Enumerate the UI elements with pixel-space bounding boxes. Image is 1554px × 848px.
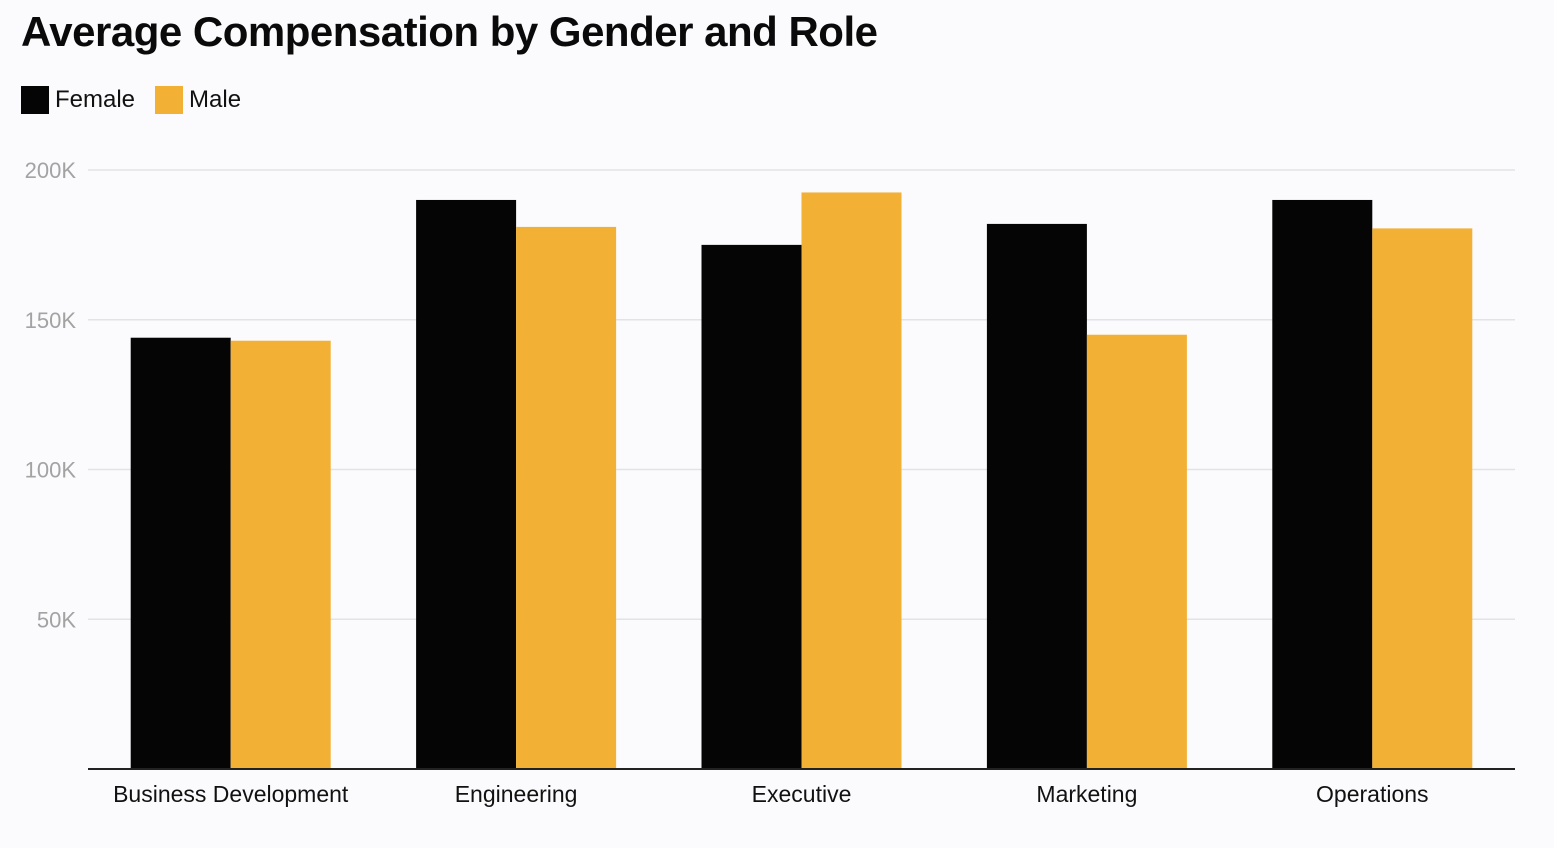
y-tick-label-150K: 150K xyxy=(25,308,77,333)
y-tick-label-200K: 200K xyxy=(25,158,77,183)
x-tick-label-engineering: Engineering xyxy=(455,781,578,807)
bar-female-operations xyxy=(1272,199,1373,769)
bar-male-executive xyxy=(801,192,902,769)
legend-swatch-female xyxy=(21,86,49,114)
bar-male-business-development xyxy=(230,340,331,769)
x-tick-label-business-development: Business Development xyxy=(113,781,349,807)
bar-female-engineering xyxy=(416,199,517,769)
legend-label-male: Male xyxy=(189,86,242,113)
legend-label-female: Female xyxy=(55,86,136,113)
legend: Female Male xyxy=(21,86,261,114)
x-tick-label-operations: Operations xyxy=(1316,781,1429,807)
legend-item-male[interactable]: Male xyxy=(155,86,241,114)
x-tick-label-marketing: Marketing xyxy=(1036,781,1137,807)
legend-item-female[interactable]: Female xyxy=(21,86,135,114)
bar-male-operations xyxy=(1372,228,1473,770)
bar-male-marketing xyxy=(1086,334,1187,769)
bar-female-business-development xyxy=(130,337,231,769)
x-tick-label-executive: Executive xyxy=(752,781,852,807)
y-tick-label-50K: 50K xyxy=(37,607,76,632)
legend-swatch-male xyxy=(155,86,184,114)
y-tick-label-100K: 100K xyxy=(25,458,77,483)
bar-female-marketing xyxy=(986,223,1087,769)
chart-title: Average Compensation by Gender and Role xyxy=(21,8,878,55)
bar-male-engineering xyxy=(516,226,617,769)
bar-female-executive xyxy=(701,244,802,769)
